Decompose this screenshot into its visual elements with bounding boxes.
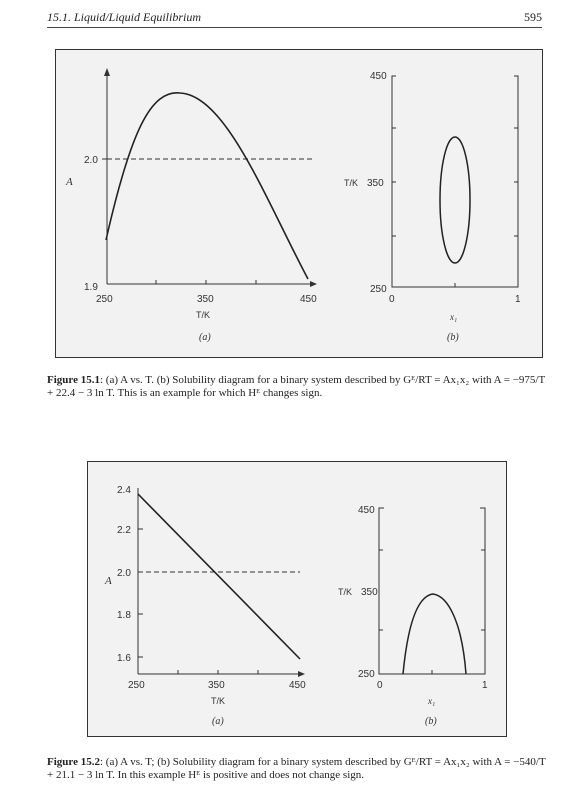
y-tick-label: 250 bbox=[370, 284, 387, 295]
plot-frame bbox=[391, 75, 519, 288]
y-tick-label: 350 bbox=[361, 587, 378, 598]
solubility-loop bbox=[439, 136, 471, 264]
figure-15-1-caption: Figure 15.1: (a) A vs. T. (b) Solubility… bbox=[47, 374, 547, 400]
x-tick-label: 0 bbox=[389, 294, 395, 305]
axis-label-y: T/K bbox=[344, 178, 358, 188]
y-tick-label: 2.2 bbox=[117, 525, 131, 536]
x-tick-label: 250 bbox=[96, 294, 113, 305]
fig2-panel-b: 450 350 250 T/K 0 1 x₁ (b) bbox=[338, 505, 488, 727]
panel-tag: (a) bbox=[212, 716, 224, 727]
header-rule bbox=[47, 27, 542, 28]
y-tick-label: 1.9 bbox=[84, 282, 98, 293]
axis-label-x: T/K bbox=[196, 310, 210, 320]
caption-text: : (a) A vs. T. (b) Solubility diagram fo… bbox=[47, 374, 545, 399]
y-tick-label: 2.0 bbox=[117, 568, 131, 579]
x-axis-arrow bbox=[298, 671, 305, 677]
y-tick-label: 2.0 bbox=[84, 155, 98, 166]
curve-a-vs-t bbox=[105, 92, 309, 280]
axis-label-x: T/K bbox=[211, 696, 225, 706]
axis-label-x: x₁ bbox=[449, 312, 457, 322]
y-tick-label: 1.6 bbox=[117, 653, 131, 664]
plot-frame bbox=[378, 507, 486, 675]
x-tick-label: 0 bbox=[377, 680, 383, 691]
y-tick-label: 450 bbox=[358, 505, 375, 516]
y-tick-label: 1.8 bbox=[117, 610, 131, 621]
axis-label-x: x₁ bbox=[427, 696, 435, 706]
panel-tag: (b) bbox=[425, 716, 437, 727]
figure-15-2: 2.4 2.2 2.0 1.8 1.6 A 250 350 450 T/K (a… bbox=[87, 461, 507, 737]
x-tick-label: 350 bbox=[197, 294, 214, 305]
figure-15-2-svg: 2.4 2.2 2.0 1.8 1.6 A 250 350 450 T/K (a… bbox=[104, 485, 488, 727]
x-tick-label: 350 bbox=[208, 680, 225, 691]
y-tick-label: 450 bbox=[370, 71, 387, 82]
axis-label-y: A bbox=[65, 176, 73, 188]
x-tick-label: 450 bbox=[289, 680, 306, 691]
panel-tag: (a) bbox=[199, 332, 211, 343]
y-axis-arrow bbox=[104, 68, 110, 76]
solubility-dome bbox=[402, 593, 467, 675]
caption-label: Figure 15.2 bbox=[47, 756, 100, 768]
figure-15-2-caption: Figure 15.2: (a) A vs. T; (b) Solubility… bbox=[47, 756, 547, 782]
axis-label-y: A bbox=[104, 575, 112, 587]
x-axis-arrow bbox=[310, 281, 317, 287]
line-a-vs-t bbox=[137, 493, 301, 660]
y-tick-label: 2.4 bbox=[117, 485, 131, 496]
panel-tag: (b) bbox=[447, 332, 459, 343]
page-number: 595 bbox=[524, 10, 542, 24]
caption-label: Figure 15.1 bbox=[47, 374, 100, 386]
fig2-panel-a: 2.4 2.2 2.0 1.8 1.6 A 250 350 450 T/K (a… bbox=[104, 485, 306, 727]
y-tick-label: 350 bbox=[367, 178, 384, 189]
caption-text: : (a) A vs. T; (b) Solubility diagram fo… bbox=[47, 756, 546, 781]
fig1-panel-b: 450 350 250 T/K 0 1 x₁ (b) bbox=[344, 71, 521, 343]
y-tick-label: 250 bbox=[358, 669, 375, 680]
x-tick-label: 1 bbox=[482, 680, 488, 691]
fig1-panel-a: 2.0 1.9 250 350 450 A T/K (a) bbox=[65, 68, 317, 343]
figure-15-1-svg: 2.0 1.9 250 350 450 A T/K (a) 450 350 25… bbox=[65, 68, 521, 343]
x-tick-label: 1 bbox=[515, 294, 521, 305]
figure-15-1: 2.0 1.9 250 350 450 A T/K (a) 450 350 25… bbox=[55, 49, 543, 358]
running-head: 15.1. Liquid/Liquid Equilibrium bbox=[47, 10, 202, 24]
x-tick-label: 450 bbox=[300, 294, 317, 305]
axis-label-y: T/K bbox=[338, 587, 352, 597]
x-tick-label: 250 bbox=[128, 680, 145, 691]
